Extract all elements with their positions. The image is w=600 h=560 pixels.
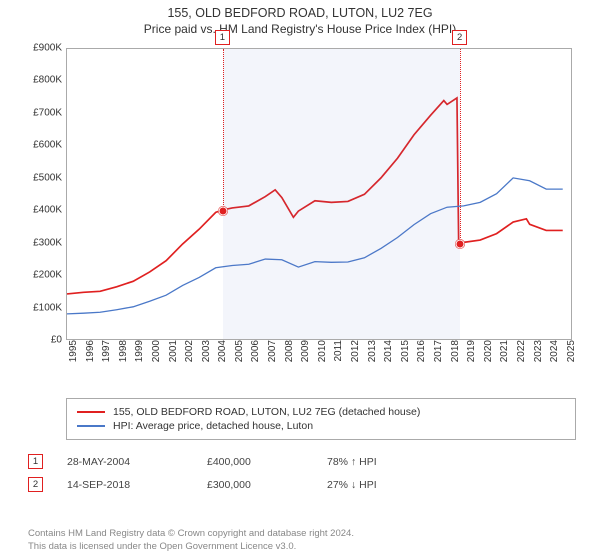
chart-container: 155, OLD BEDFORD ROAD, LUTON, LU2 7EG Pr…: [0, 0, 600, 560]
transaction-delta: 78% ↑ HPI: [327, 456, 576, 468]
y-axis-label: £700K: [18, 107, 62, 118]
y-axis-label: £0: [18, 335, 62, 346]
marker-line: [223, 49, 224, 211]
y-tick: [66, 146, 67, 147]
legend: 155, OLD BEDFORD ROAD, LUTON, LU2 7EG (d…: [66, 398, 576, 440]
y-axis-label: £800K: [18, 75, 62, 86]
marker-dot: [218, 207, 227, 216]
y-axis-label: £900K: [18, 43, 62, 54]
legend-swatch: [77, 411, 105, 413]
y-tick: [66, 211, 67, 212]
transaction-date: 14-SEP-2018: [67, 479, 207, 491]
y-axis-label: £300K: [18, 237, 62, 248]
transactions-table: 1 28-MAY-2004£400,00078% ↑ HPI 2 14-SEP-201…: [28, 450, 576, 496]
legend-label: 155, OLD BEDFORD ROAD, LUTON, LU2 7EG (d…: [113, 406, 420, 418]
y-axis-label: £600K: [18, 140, 62, 151]
legend-row: HPI: Average price, detached house, Luto…: [77, 419, 565, 433]
transaction-row: 1 28-MAY-2004£400,00078% ↑ HPI: [28, 450, 576, 473]
y-tick: [66, 114, 67, 115]
legend-swatch: [77, 425, 105, 427]
y-tick: [66, 309, 67, 310]
chart-subtitle: Price paid vs. HM Land Registry's House …: [0, 20, 600, 36]
marker-label: 1: [215, 30, 230, 45]
transaction-marker-box: 2: [28, 477, 43, 492]
y-axis-label: £100K: [18, 302, 62, 313]
y-axis-label: £200K: [18, 270, 62, 281]
y-tick: [66, 49, 67, 50]
chart-wrap: £0 £100K £200K £300K £400K £500K £600K £700K £80…: [18, 48, 578, 388]
attribution-line1: Contains HM Land Registry data © Crown c…: [28, 528, 576, 541]
legend-row: 155, OLD BEDFORD ROAD, LUTON, LU2 7EG (d…: [77, 405, 565, 419]
attribution: Contains HM Land Registry data © Crown c…: [28, 528, 576, 554]
transaction-marker-box: 1: [28, 454, 43, 469]
transaction-date: 28-MAY-2004: [67, 456, 207, 468]
transaction-delta: 27% ↓ HPI: [327, 479, 576, 491]
y-tick: [66, 276, 67, 277]
plot-area: [66, 48, 572, 340]
legend-label: HPI: Average price, detached house, Luto…: [113, 420, 313, 432]
y-axis-label: £500K: [18, 172, 62, 183]
y-tick: [66, 244, 67, 245]
y-tick: [66, 81, 67, 82]
marker-dot: [456, 239, 465, 248]
y-tick: [66, 179, 67, 180]
transaction-price: £400,000: [207, 456, 327, 468]
x-axis-label: 2025: [567, 340, 600, 362]
transaction-price: £300,000: [207, 479, 327, 491]
marker-line: [460, 49, 461, 244]
transaction-row: 2 14-SEP-2018£300,00027% ↓ HPI: [28, 473, 576, 496]
chart-title: 155, OLD BEDFORD ROAD, LUTON, LU2 7EG: [0, 0, 600, 20]
y-axis-label: £400K: [18, 205, 62, 216]
marker-label: 2: [452, 30, 467, 45]
attribution-line2: This data is licensed under the Open Gov…: [28, 541, 576, 554]
shade-region: [223, 49, 460, 339]
